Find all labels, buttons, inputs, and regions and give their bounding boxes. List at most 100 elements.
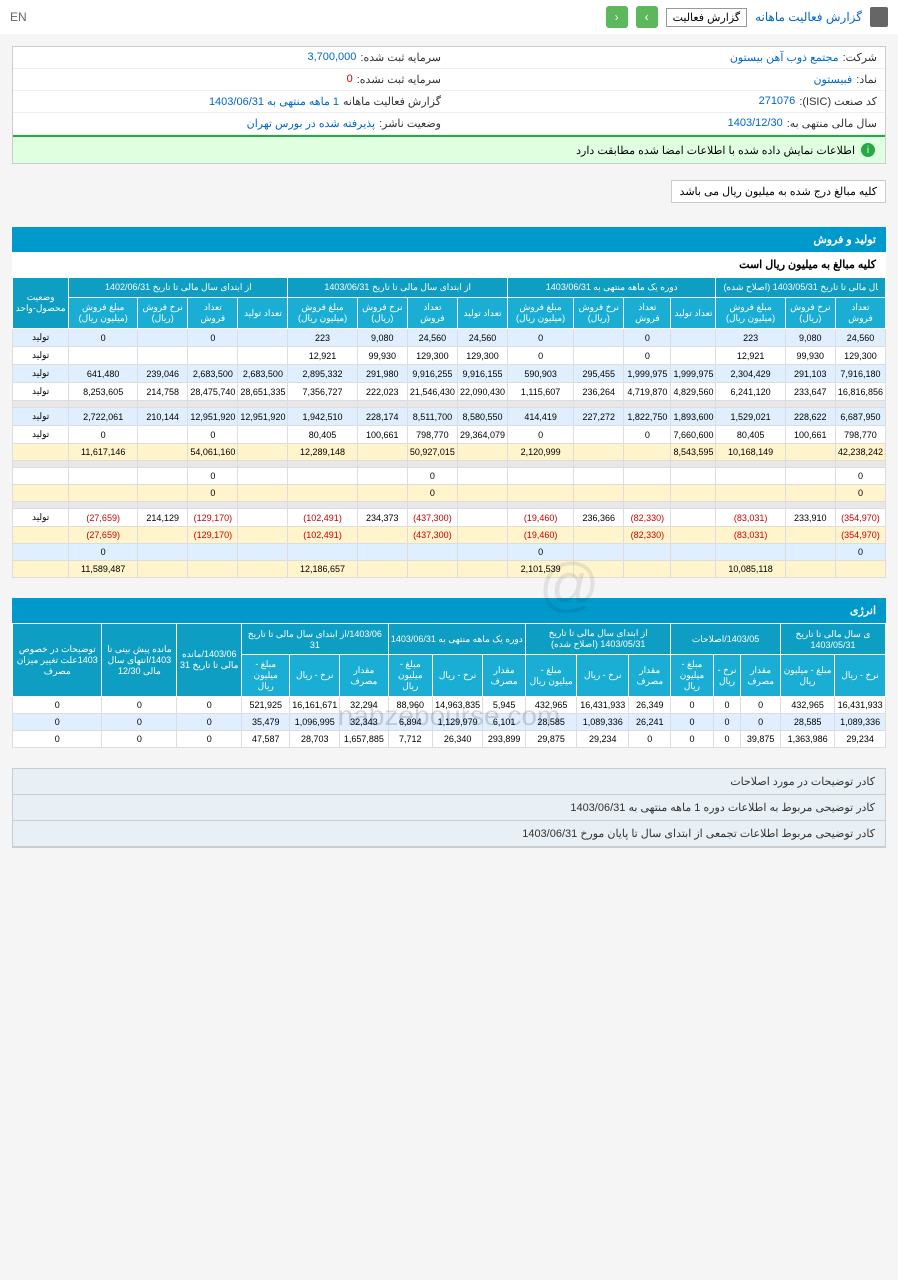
- table-column-header: مبلغ - میلیون ریال: [780, 655, 834, 697]
- table-cell: 1,657,885: [340, 731, 388, 748]
- language-toggle[interactable]: EN: [10, 10, 27, 24]
- table-cell: 0: [508, 426, 574, 444]
- table-row: 000: [13, 544, 886, 561]
- table-cell: [716, 401, 785, 408]
- table-cell: 432,965: [526, 697, 577, 714]
- table-cell: [138, 347, 188, 365]
- table-cell: 9,080: [785, 329, 835, 347]
- table-cell: [288, 461, 357, 468]
- table-cell: 239,046: [138, 365, 188, 383]
- table-cell: (437,300): [407, 527, 457, 544]
- table-cell: 798,770: [407, 426, 457, 444]
- table-cell: 1,363,986: [780, 731, 834, 748]
- table-cell: [13, 461, 69, 468]
- table-cell: [574, 485, 624, 502]
- table-cell: [457, 401, 507, 408]
- explain-period: کادر توضیحی مربوط به اطلاعات دوره 1 ماهه…: [13, 795, 885, 821]
- table-cell: [357, 561, 407, 578]
- symbol-label: نماد:: [856, 73, 877, 86]
- table-cell: [188, 401, 238, 408]
- table-cell: [238, 509, 288, 527]
- table-cell: [238, 444, 288, 461]
- table-row: 29,2341,363,98639,87500029,23429,875293,…: [13, 731, 886, 748]
- table-cell: [69, 468, 138, 485]
- report-selector[interactable]: گزارش فعالیت: [666, 8, 748, 27]
- table-cell: 293,899: [483, 731, 526, 748]
- table-cell: [624, 401, 671, 408]
- table-cell: 236,264: [574, 383, 624, 401]
- table-cell: [574, 329, 624, 347]
- table-cell: [835, 461, 885, 468]
- table-cell: 2,722,061: [69, 408, 138, 426]
- clipboard-icon: [870, 7, 888, 27]
- table-group-header: 1403/05/اﺻﻼﺣﺎت: [671, 624, 781, 655]
- table-cell: 9,916,255: [407, 365, 457, 383]
- table-cell: 0: [835, 544, 885, 561]
- table-cell: 26,349: [629, 697, 671, 714]
- table-cell: [288, 544, 357, 561]
- table-cell: [188, 502, 238, 509]
- table-cell: [357, 502, 407, 509]
- table-group-header: از ابتدای سال مالی تا تاریخ 1403/05/31 (…: [526, 624, 671, 655]
- table-cell: [138, 527, 188, 544]
- table-cell: [671, 544, 716, 561]
- table-column-header: تعداد فروش: [624, 298, 671, 329]
- table-column-header: مبلغ فروش (میلیون ریال): [288, 298, 357, 329]
- table-row: 24,5609,0802230024,56024,5609,08022300تو…: [13, 329, 886, 347]
- table-cell: 0: [624, 347, 671, 365]
- table-cell: [288, 468, 357, 485]
- table-column-header: مبلغ فروش (میلیون ریال): [508, 298, 574, 329]
- table-cell: 233,910: [785, 509, 835, 527]
- table-cell: 50,927,015: [407, 444, 457, 461]
- table-cell: [624, 461, 671, 468]
- table-cell: [624, 485, 671, 502]
- table-cell: [671, 461, 716, 468]
- company-value: مجتمع ذوب آهن بیستون: [730, 51, 839, 64]
- table-cell: [138, 468, 188, 485]
- table-cell: 7,916,180: [835, 365, 885, 383]
- table-cell: 5,945: [483, 697, 526, 714]
- nav-prev-button[interactable]: ‹: [606, 6, 628, 28]
- table-column-header: مبلغ فروش (میلیون ریال): [716, 298, 785, 329]
- table-column-header: مقدار مصرف: [340, 655, 388, 697]
- table-cell: 32,294: [340, 697, 388, 714]
- table-cell: 228,174: [357, 408, 407, 426]
- table-cell: (102,491): [288, 509, 357, 527]
- table-cell: [288, 401, 357, 408]
- table-cell: [574, 561, 624, 578]
- confirmation-bar: i اطلاعات نمایش داده شده با اطلاعات امضا…: [13, 135, 885, 163]
- table-cell: [69, 401, 138, 408]
- table-cell: [357, 468, 407, 485]
- table-cell: 99,930: [785, 347, 835, 365]
- table-cell: [13, 561, 69, 578]
- nav-next-button[interactable]: ›: [636, 6, 658, 28]
- table-cell: 16,431,933: [835, 697, 886, 714]
- table-cell: [357, 461, 407, 468]
- table-cell: [238, 347, 288, 365]
- table-cell: 0: [177, 731, 242, 748]
- table-cell: 291,103: [785, 365, 835, 383]
- table-cell: [69, 461, 138, 468]
- table-cell: [238, 527, 288, 544]
- table-cell: 129,300: [835, 347, 885, 365]
- table-cell: 4,719,870: [624, 383, 671, 401]
- table-column-header: نرخ فروش (ریال): [574, 298, 624, 329]
- table-cell: 9,916,155: [457, 365, 507, 383]
- publisher-status-label: وضعیت ناشر:: [379, 117, 441, 130]
- table-cell: 4,829,560: [671, 383, 716, 401]
- table-cell: 0: [671, 731, 713, 748]
- table-column-header: تعداد تولید: [671, 298, 716, 329]
- table-cell: [407, 544, 457, 561]
- table-cell: 0: [69, 544, 138, 561]
- table-cell: 214,129: [138, 509, 188, 527]
- table-cell: 0: [624, 426, 671, 444]
- table-cell: [671, 509, 716, 527]
- table-cell: 99,930: [357, 347, 407, 365]
- table-column-header: نرخ فروش (ریال): [138, 298, 188, 329]
- table-cell: [671, 401, 716, 408]
- capital-reg-value: 3,700,000: [307, 51, 356, 64]
- table-cell: [716, 502, 785, 509]
- table-cell: [785, 468, 835, 485]
- table-cell: (19,460): [508, 527, 574, 544]
- table-cell: [508, 502, 574, 509]
